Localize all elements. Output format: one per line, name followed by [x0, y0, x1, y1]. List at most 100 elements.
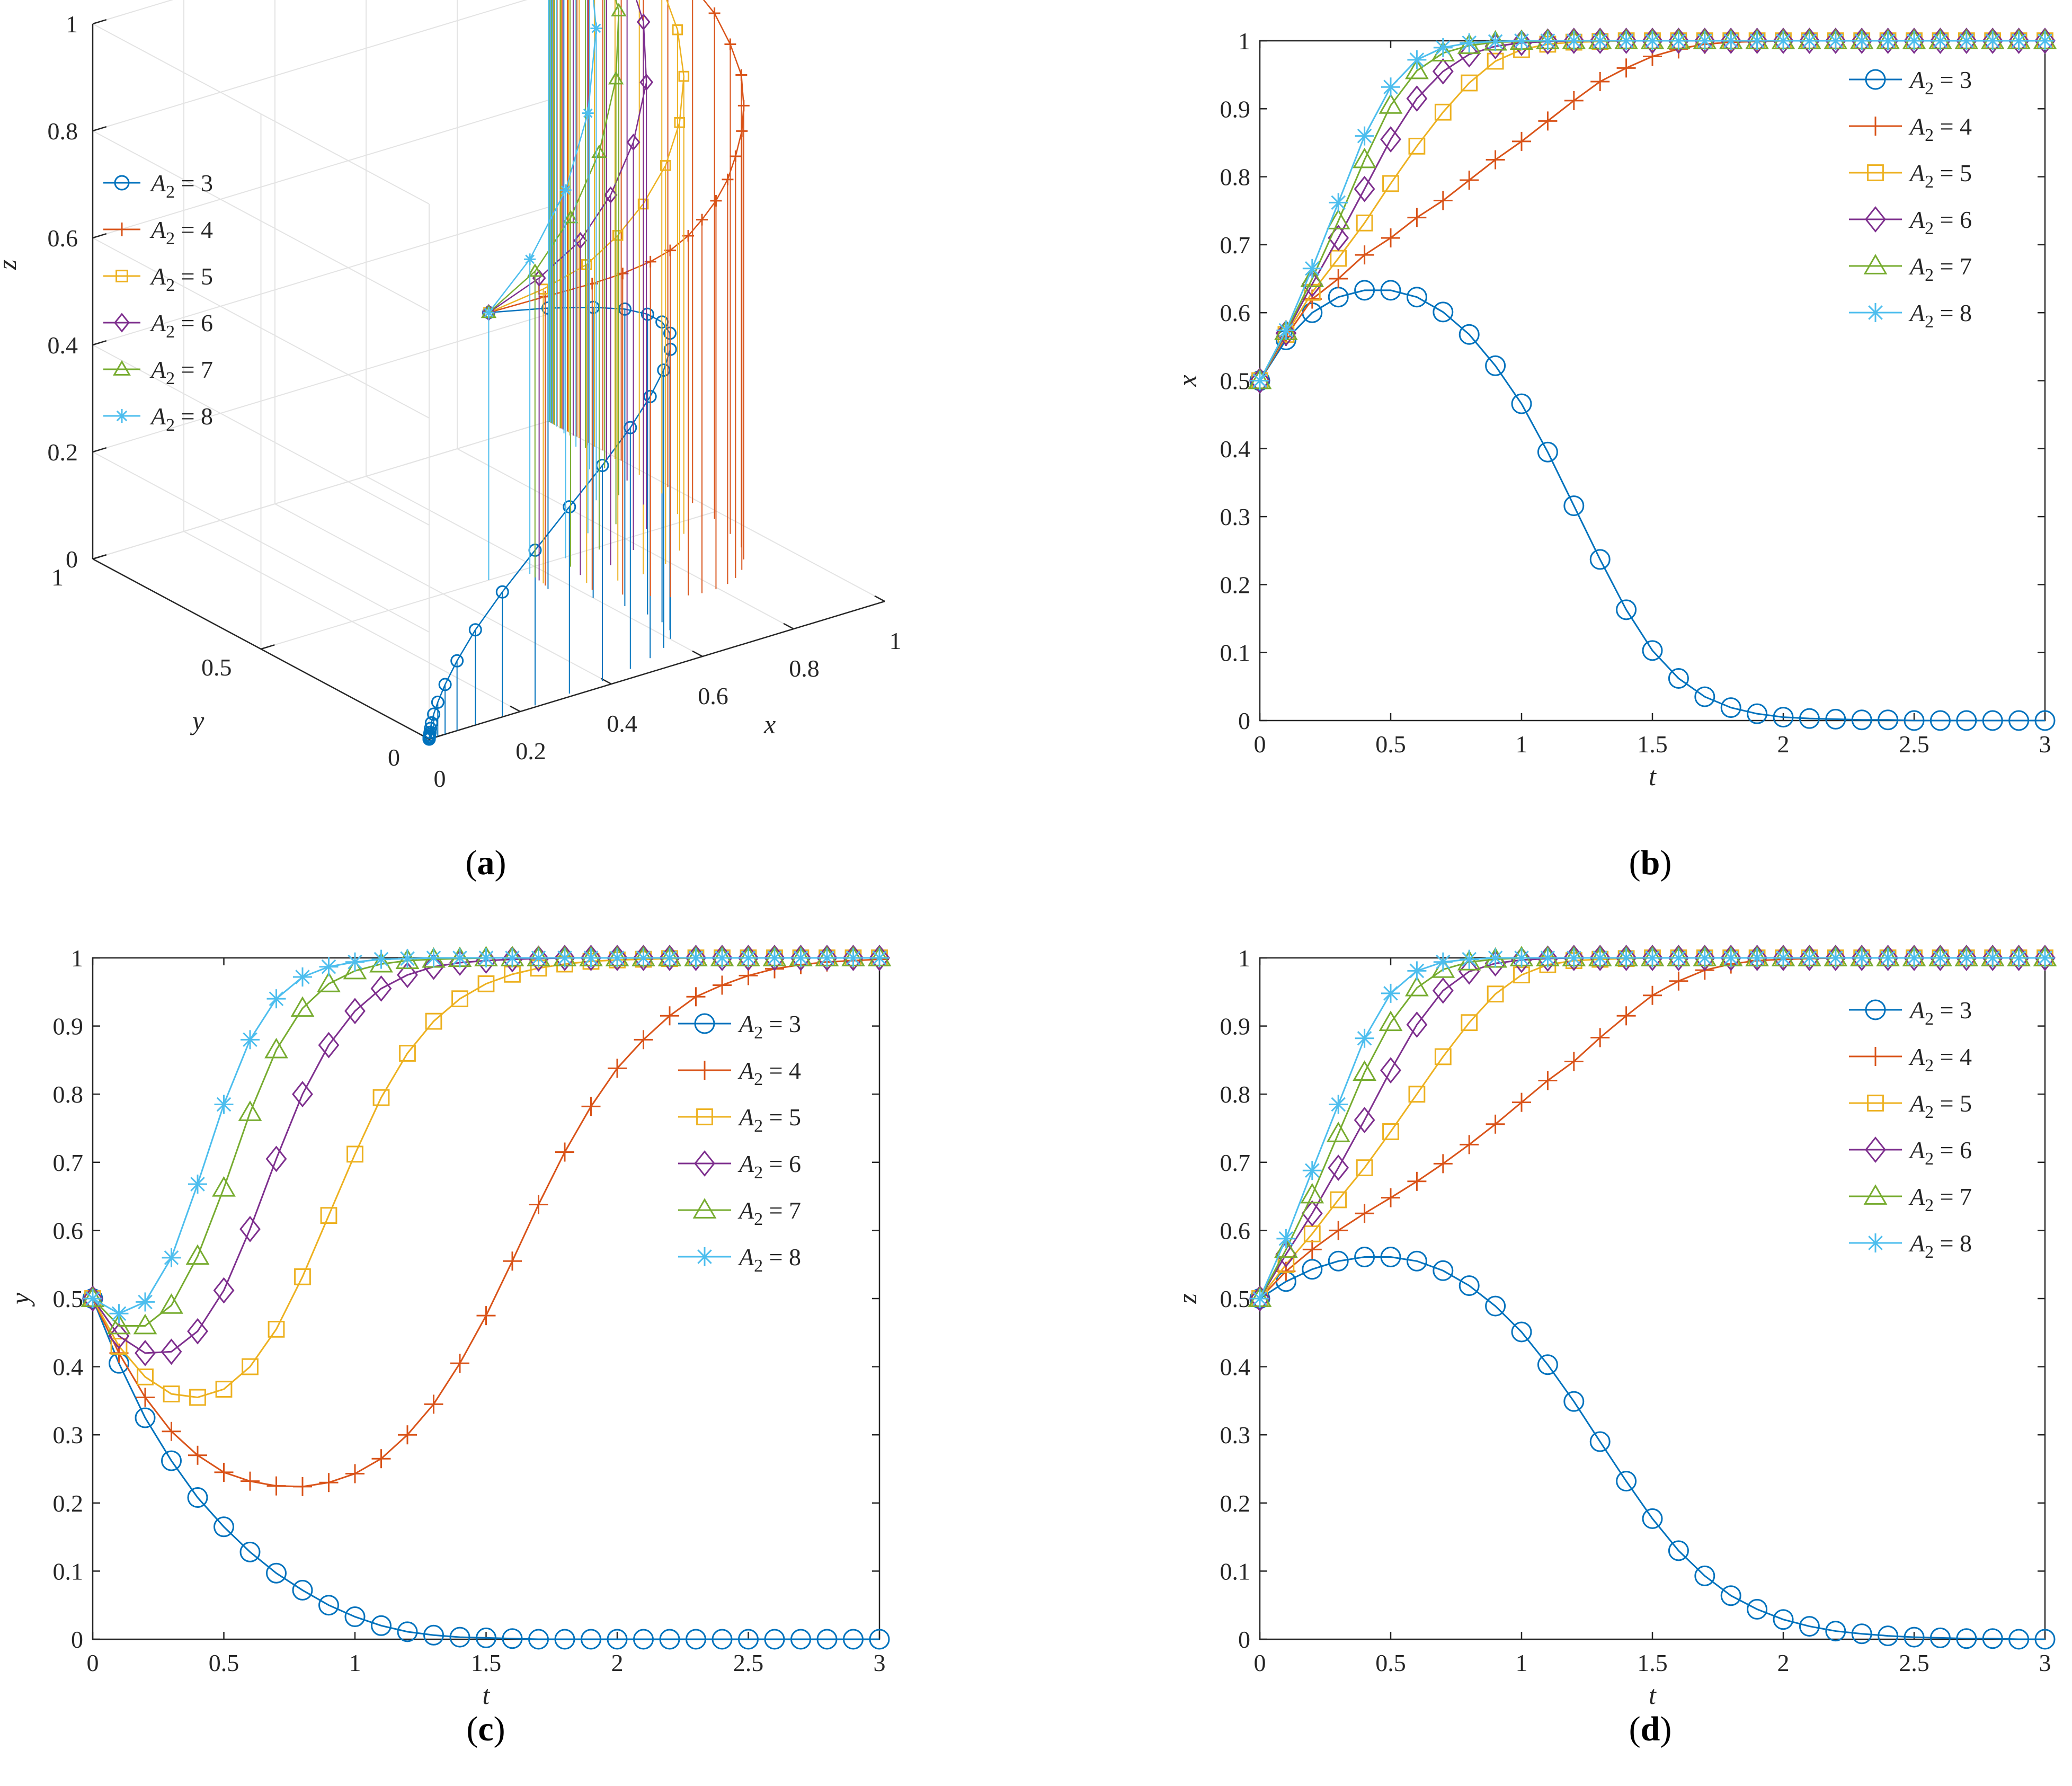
legend-marker-A2_4: [115, 223, 129, 236]
data-point-A2_6-shape: [239, 1215, 261, 1242]
legend-subscript: 2: [1925, 1056, 1934, 1076]
data-point-A2_8-ray: [452, 950, 467, 965]
legend-A: A: [149, 216, 166, 243]
data-point-A2_3: [449, 1627, 470, 1648]
trajectory-point-A2_7-shape: [563, 209, 579, 224]
legend-marker-A2_8-ray: [1868, 1236, 1883, 1250]
x-tick-label: 0.2: [515, 737, 546, 765]
data-point-A2_6-shape: [1694, 945, 1715, 971]
data-point-A2_3-shape: [2008, 1629, 2030, 1650]
data-point-A2_7: [1353, 147, 1377, 168]
data-point-A2_3-shape: [738, 1629, 759, 1650]
data-point-A2_8: [188, 1174, 207, 1194]
data-point-A2_6-shape: [1694, 28, 1715, 54]
legend-value: = 4: [1934, 113, 1972, 140]
data-point-A2_5-shape: [1382, 1123, 1399, 1140]
data-point-A2_6: [554, 945, 575, 971]
trajectory-point-A2_5: [674, 117, 686, 128]
data-point-A2_6-shape: [1354, 175, 1375, 202]
data-point-A2_6: [1380, 126, 1401, 153]
data-point-A2_3-shape: [1616, 599, 1637, 620]
data-point-A2_6-shape: [1563, 28, 1585, 54]
data-point-A2_6: [82, 1285, 103, 1312]
data-point-A2_3-shape: [1668, 668, 1689, 689]
data-point-A2_3-shape: [764, 1629, 785, 1650]
data-point-A2_8-ray: [1462, 952, 1477, 967]
series-A2_8: [1250, 31, 2055, 390]
data-point-A2_6-shape: [1354, 1107, 1375, 1133]
trajectory-point-A2_6: [639, 74, 654, 91]
data-point-A2_3: [1589, 1431, 1611, 1452]
data-point-A2_6: [370, 975, 392, 1002]
series-line-A2_3: [1259, 289, 2045, 722]
data-point-A2_4: [1329, 1221, 1348, 1240]
data-point-A2_6-shape: [1459, 41, 1480, 68]
data-point-A2_3-shape: [1511, 393, 1532, 414]
data-point-A2_3: [1929, 1627, 1951, 1648]
legend-label-A2_6: A2 = 6: [1908, 1136, 1972, 1169]
data-point-A2_6-shape: [842, 945, 864, 971]
y-tick-label: 0.9: [53, 1013, 84, 1040]
trajectory-point-A2_3-shape: [438, 678, 452, 691]
data-point-A2_7-shape: [264, 1037, 288, 1059]
data-point-A2_8-ray: [1409, 52, 1425, 67]
z-tick-mark: [92, 340, 107, 346]
data-point-A2_3-shape: [1642, 640, 1663, 661]
data-point-A2_5-shape: [242, 1358, 259, 1375]
panel-c-y-vs-t: 0 0.5 1 1.5 2 2.5 3 0 0.1 0.2 0.3 0.4 0.5 0.6 0.7 0.8 0.…: [5, 945, 892, 1748]
panel-d-z-vs-t: 0 0.5 1 1.5 2 2.5 3 0 0.1 0.2 0.3 0.4 0.5 0.6 0.7 0.8 0.…: [1172, 945, 2057, 1748]
data-point-A2_3: [1668, 1540, 1689, 1561]
data-point-A2_6: [1799, 945, 1820, 971]
legend-label-A2_3: A2 = 3: [1908, 997, 1972, 1029]
data-point-A2_7-shape: [185, 1244, 210, 1265]
x-axis-label: t: [483, 1680, 491, 1710]
data-point-A2_3-shape: [1956, 710, 1977, 731]
data-point-A2_5-shape: [477, 975, 495, 992]
data-point-A2_6-shape: [1955, 945, 1977, 971]
trajectory-point-A2_3: [427, 707, 441, 721]
data-point-A2_8: [870, 948, 889, 967]
data-point-A2_4: [1355, 1204, 1374, 1223]
data-point-A2_6-shape: [580, 945, 602, 971]
legend-value: = 7: [175, 356, 213, 383]
data-point-A2_5: [1461, 1014, 1478, 1032]
data-point-A2_6-shape: [135, 1339, 156, 1366]
trajectory-point-A2_3-shape: [641, 307, 654, 321]
legend-marker-A2_5: [1867, 164, 1884, 181]
legend-value: = 5: [175, 263, 213, 290]
trajectory-point-A2_8-ray: [591, 23, 601, 33]
data-point-A2_8-ray: [1383, 986, 1398, 1001]
data-point-A2_4: [1564, 1052, 1584, 1071]
legend-subscript: 2: [1925, 265, 1934, 285]
data-point-A2_5-shape: [399, 1045, 416, 1062]
data-point-A2_3: [1589, 549, 1611, 570]
data-point-A2_3: [581, 1629, 601, 1650]
data-point-A2_7-shape: [317, 972, 341, 992]
legend-marker-A2_8: [695, 1247, 714, 1266]
data-point-A2_6-shape: [1720, 28, 1742, 54]
data-point-A2_4: [345, 1464, 364, 1483]
data-point-A2_3-shape: [686, 1629, 706, 1650]
data-point-A2_8: [1590, 948, 1610, 967]
trajectory-point-A2_3-shape: [431, 695, 444, 709]
data-point-A2_8: [241, 1030, 260, 1050]
y-tick-label: 0.4: [53, 1354, 84, 1381]
data-point-A2_8-ray: [1671, 950, 1686, 965]
data-point-A2_7: [264, 1037, 288, 1059]
legend-marker-A2_4: [1866, 117, 1885, 136]
data-point-A2_3: [2034, 1629, 2056, 1650]
legend-A: A: [149, 403, 166, 430]
x-tick-label: 0.4: [607, 710, 637, 737]
data-point-A2_6-shape: [1328, 1154, 1349, 1181]
data-point-A2_7-shape: [1379, 1010, 1403, 1032]
data-point-A2_3: [397, 1621, 418, 1642]
data-point-A2_8-ray: [1567, 33, 1581, 48]
x-tick-label: 2: [1777, 1649, 1790, 1676]
legend-label-A2_4: A2 = 4: [1908, 1043, 1972, 1076]
data-point-A2_3: [2008, 710, 2030, 731]
z-tick-mark: [92, 233, 107, 239]
data-point-A2_3-shape: [1354, 280, 1375, 301]
data-point-A2_5-shape: [425, 1012, 442, 1030]
data-point-A2_6-shape: [318, 1032, 340, 1059]
data-point-A2_8: [214, 1095, 234, 1114]
